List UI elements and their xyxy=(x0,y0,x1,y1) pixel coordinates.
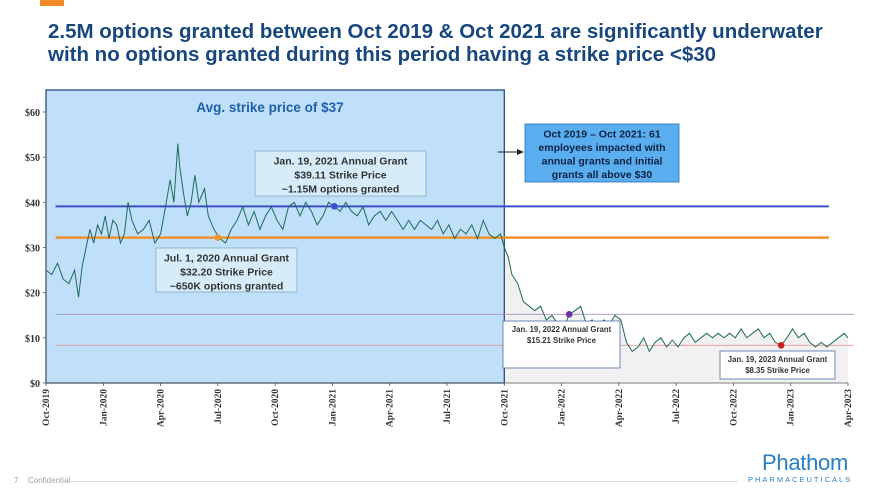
y-tick-label: $20 xyxy=(25,289,40,300)
x-tick-label: Jan-2023 xyxy=(787,389,797,426)
x-tick-label: Jan-2021 xyxy=(328,389,338,426)
title-line-2: with no options granted during this peri… xyxy=(48,43,717,66)
annotation-jul2020-line: Jul. 1, 2020 Annual Grant xyxy=(164,253,290,265)
callout-oct2019-line: grants all above $30 xyxy=(552,169,653,181)
callout-arrow-head xyxy=(517,149,524,155)
annotation-jan2021-line: $39.11 Strike Price xyxy=(294,170,386,182)
y-tick-label: $60 xyxy=(25,108,40,119)
logo-sub: PHARMACEUTICALS xyxy=(748,475,853,484)
y-tick-label: $10 xyxy=(25,334,40,345)
y-tick-label: $40 xyxy=(25,198,40,209)
x-tick-label: Jan-2022 xyxy=(558,389,568,426)
callout-oct2019-line: employees impacted with xyxy=(538,142,665,154)
annotation-jan2023-line: $8.35 Strike Price xyxy=(745,366,810,375)
annotation-jan2022-line: $15.21 Strike Price xyxy=(527,336,597,345)
x-tick-label: Jul-2021 xyxy=(443,389,453,424)
annotation-jul2020-line: $32.20 Strike Price xyxy=(180,267,273,279)
x-tick-label: Oct-2020 xyxy=(271,389,281,426)
callout-oct2019-box xyxy=(524,123,680,183)
annotation-jan2021-line: ~1.15M options granted xyxy=(282,184,400,196)
company-logo: Phathom PHARMACEUTICALS xyxy=(748,450,853,485)
jan-2022-grant-marker xyxy=(565,311,573,318)
x-tick-label: Apr-2021 xyxy=(386,389,396,427)
jul-2020-grant-marker xyxy=(214,234,222,241)
x-tick-label: Apr-2022 xyxy=(615,389,625,427)
page-number: 7 xyxy=(14,476,19,485)
annotation-jul2020-line: ~650K options granted xyxy=(170,281,283,293)
jan-2023-grant-marker xyxy=(777,341,785,349)
y-tick-label: $0 xyxy=(30,379,40,390)
x-tick-label: Oct-2019 xyxy=(42,389,52,426)
annotation-jan2023-line: Jan. 19, 2023 Annual Grant xyxy=(728,355,828,364)
x-tick-label: Jan-2020 xyxy=(99,389,109,426)
annotation-jul2020-box xyxy=(155,247,298,293)
annotation-jan2021-line: Jan. 19, 2021 Annual Grant xyxy=(274,156,408,168)
highlight-region-label: Avg. strike price of $37 xyxy=(196,100,343,115)
callout-oct2019-line: Oct 2019 – Oct 2021: 61 xyxy=(543,129,660,141)
footer-divider xyxy=(68,481,738,482)
x-tick-label: Apr-2020 xyxy=(157,389,167,427)
x-tick-label: Oct-2022 xyxy=(729,389,739,426)
x-tick-label: Jul-2020 xyxy=(214,389,224,424)
jan-2021-grant-marker xyxy=(331,203,338,210)
title-line-1: 2.5M options granted between Oct 2019 & … xyxy=(48,20,823,43)
logo-name: Phathom xyxy=(762,450,848,475)
page-title: 2.5M options granted between Oct 2019 & … xyxy=(48,20,868,66)
y-tick-label: $50 xyxy=(25,153,40,164)
annotation-jan2023-box xyxy=(719,350,836,380)
annotation-jan2021-box xyxy=(254,150,427,197)
annotation-jan2022-box xyxy=(502,320,621,369)
y-tick-label: $30 xyxy=(25,244,40,255)
callout-oct2019-line: annual grants and initial xyxy=(542,156,663,168)
confidential-label: Confidential xyxy=(28,476,71,485)
x-tick-label: Apr-2023 xyxy=(844,389,854,427)
stock-price-line xyxy=(45,143,849,353)
x-tick-label: Oct-2021 xyxy=(500,389,510,426)
accent-bar xyxy=(40,0,64,6)
annotation-jan2022-line: Jan. 19, 2022 Annual Grant xyxy=(512,325,612,334)
x-tick-label: Jul-2022 xyxy=(672,389,682,424)
